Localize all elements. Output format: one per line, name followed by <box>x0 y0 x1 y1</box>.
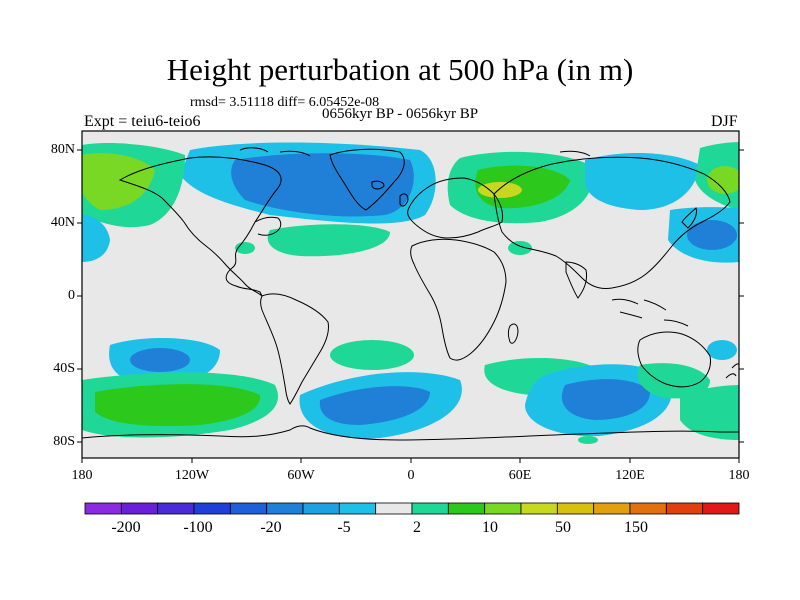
colorbar-label: -100 <box>183 519 213 536</box>
colorbar-swatch <box>266 502 304 515</box>
lon-label-120e: 120E <box>615 468 645 483</box>
coastline-africa <box>410 238 507 361</box>
lat-label-40s: 40S <box>53 361 75 376</box>
lon-label-60e: 60E <box>508 468 532 483</box>
anomaly-region <box>267 224 390 257</box>
season-label: DJF <box>711 113 738 130</box>
coastline-greenland <box>329 148 405 211</box>
colorbar-label: -200 <box>111 519 141 536</box>
coastline-india <box>565 261 587 299</box>
anomaly-region <box>707 166 739 194</box>
lon-label-180w: 180 <box>71 468 93 483</box>
anomaly-region <box>478 182 522 198</box>
anomaly-region <box>561 379 650 420</box>
colorbar-swatch <box>338 502 377 515</box>
coastline-hudson <box>254 216 282 236</box>
anomaly-region <box>508 241 532 255</box>
colorbar-swatch <box>157 502 195 515</box>
colorbar-swatch <box>302 502 340 515</box>
coastline-japan <box>681 207 697 229</box>
colorbar-label: 150 <box>624 519 648 536</box>
coastline-madagascar <box>508 323 519 344</box>
colorbar-swatch <box>520 502 558 515</box>
colorbar-label: 50 <box>555 519 571 536</box>
anomaly-region <box>319 386 430 425</box>
lat-label-0: 0 <box>68 288 75 303</box>
anomaly-region <box>330 340 414 370</box>
period-label: 0656kyr BP - 0656kyr BP <box>322 106 479 122</box>
anomaly-region <box>687 220 737 250</box>
coastlines <box>82 147 739 441</box>
anomaly-region <box>82 215 110 262</box>
coastline-europe <box>407 177 503 239</box>
colorbar-swatch <box>120 502 159 515</box>
anomaly-region <box>130 348 190 372</box>
coastline-asia <box>493 156 731 289</box>
colorbar-swatch <box>447 502 486 515</box>
colorbar-swatch <box>193 502 231 515</box>
anomaly-region <box>680 385 739 440</box>
stats-label: rmsd= 3.51118 diff= 6.05452e-08 <box>190 95 380 110</box>
lon-label-180e: 180 <box>728 468 750 483</box>
lat-label-80s: 80S <box>53 434 75 449</box>
coastline-indonesia <box>611 298 689 327</box>
plot-title: Height perturbation at 500 hPa (in m) <box>166 52 634 87</box>
latitude-ticks <box>77 149 744 443</box>
coastline-australia <box>637 331 711 388</box>
colorbar-swatch <box>375 502 413 515</box>
colorbar-swatch <box>556 502 595 515</box>
anomaly-region <box>585 153 700 210</box>
anomaly-region <box>578 436 598 444</box>
coastline-south-america <box>260 293 329 405</box>
lon-label-0: 0 <box>407 468 415 483</box>
colorbar-swatch <box>702 502 740 515</box>
height-anomaly-shading <box>82 142 739 444</box>
coastline-iceland <box>371 180 385 190</box>
colorbar-label: -20 <box>260 519 282 536</box>
colorbar-swatch <box>411 502 449 515</box>
longitude-ticks <box>81 458 740 463</box>
colorbar-swatch <box>629 502 667 515</box>
anomaly-region <box>82 153 155 210</box>
colorbar-swatch <box>484 502 522 515</box>
anomaly-region <box>95 384 261 427</box>
anomaly-region <box>637 363 710 399</box>
coastline-north-america <box>118 156 282 297</box>
colorbar-swatch <box>229 502 268 515</box>
lat-label-40n: 40N <box>50 215 75 230</box>
colorbar-label: 2 <box>413 519 421 536</box>
lon-label-120w: 120W <box>174 468 210 483</box>
experiment-label: Expt = teiu6-teio6 <box>84 113 201 130</box>
coastline-antarctica <box>82 425 739 441</box>
anomaly-region <box>707 340 737 360</box>
colorbar-swatch <box>84 502 122 515</box>
lat-label-80n: 80N <box>50 142 75 157</box>
anomaly-region <box>231 153 414 217</box>
colorbar-label: 10 <box>482 519 498 536</box>
colorbar-swatch <box>665 502 704 515</box>
colorbar-label: -5 <box>337 519 351 536</box>
lon-label-60w: 60W <box>287 468 315 483</box>
coastline-uk <box>399 193 409 207</box>
coastline-arctic-islands <box>239 147 591 157</box>
colorbar <box>84 502 740 515</box>
colorbar-swatch <box>593 502 631 515</box>
